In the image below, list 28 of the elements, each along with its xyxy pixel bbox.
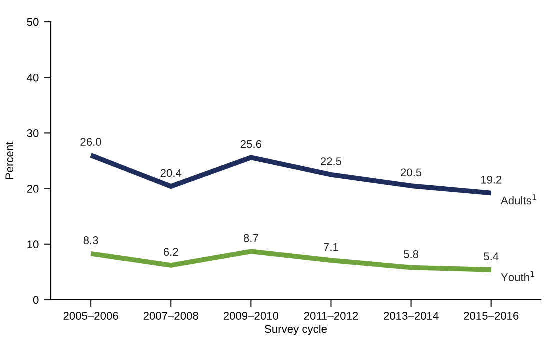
x-tick-label: 2009–2010 [224,312,279,320]
x-tick-label: 2005–2006 [64,312,118,320]
x-axis-title: Survey cycle [265,324,327,336]
data-label: 7.1 [324,243,338,251]
data-label: 20.5 [401,168,422,177]
data-label: 8.3 [84,236,98,244]
x-tick-label: 2015–2016 [464,312,519,320]
y-tick-label: 20 [27,185,39,193]
data-label: 6.2 [164,248,178,256]
x-tick-label: 2007–2008 [144,312,198,320]
data-label: 8.7 [244,234,258,242]
data-label: 26.0 [80,138,102,146]
y-axis-title: Percent [6,142,14,180]
x-tick-label: 2011–2012 [304,312,358,320]
series-label: Adults$^{1}$ [500,194,536,205]
y-tick-label: 30 [27,129,39,138]
x-tick-label: 2013–2014 [384,312,439,320]
data-label: 20.4 [160,169,182,178]
series-label: Youth$^{1}$ [501,271,534,282]
y-tick-label: 40 [27,74,39,82]
y-tick-label: 0 [33,296,39,304]
data-label: 19.2 [481,176,502,184]
y-tick-label: 10 [28,240,39,249]
data-label: 25.6 [240,140,262,148]
data-label: 22.5 [320,158,342,166]
y-tick-label: 50 [27,18,39,26]
data-label: 5.8 [404,250,419,258]
data-label: 5.4 [484,252,499,261]
